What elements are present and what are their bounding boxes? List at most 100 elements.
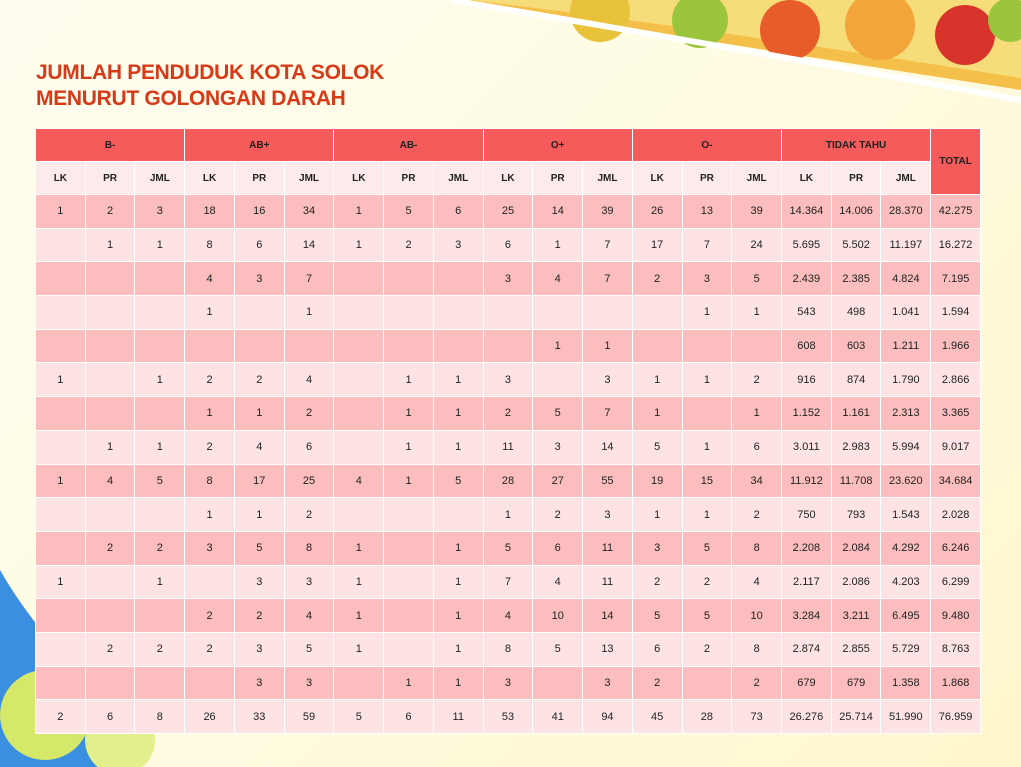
cell (383, 328, 434, 364)
cell: 750 (781, 497, 832, 532)
column-header: LK (184, 161, 235, 195)
cell: 6 (731, 429, 783, 465)
blood-type-table: B- AB+ AB- O+ O- TIDAK TAHU TOTAL LK PR JML LK PR JM… (34, 128, 981, 734)
cell (184, 564, 235, 600)
cell: 19 (631, 463, 683, 499)
cell (383, 598, 434, 633)
cell (383, 631, 434, 667)
cell: 7 (283, 261, 335, 297)
cell: 1 (333, 598, 385, 633)
cell: 2 (283, 497, 335, 532)
cell: 3 (532, 429, 584, 465)
cell (35, 429, 86, 465)
cell: 1 (731, 396, 783, 431)
cell: 7 (582, 227, 633, 263)
cell (432, 328, 484, 364)
column-header: PR (830, 161, 882, 195)
cell (84, 362, 136, 398)
cell: 6 (482, 227, 534, 263)
title-line: MENURUT GOLONGAN DARAH (36, 87, 346, 110)
cell: 2 (184, 362, 235, 398)
cell: 1 (35, 463, 86, 499)
cell: 17 (233, 463, 285, 499)
cell (333, 362, 385, 398)
cell (84, 497, 136, 532)
column-header: LK (482, 161, 534, 195)
cell (84, 396, 136, 431)
cell (432, 261, 484, 297)
cell: 2 (233, 362, 285, 398)
cell (333, 328, 385, 364)
cell: 2 (681, 564, 733, 600)
cell: 5 (432, 463, 484, 499)
cell (35, 261, 86, 297)
column-header: LK (333, 161, 385, 195)
cell: 8 (184, 463, 235, 499)
cell: 28 (482, 463, 534, 499)
cell: 16.272 (930, 227, 981, 263)
data-row: 2 2 3 5 8 1 1 5 6 11 3 5 8 2.208 2.084 4.292 6.246 (35, 530, 981, 566)
cell: 1 (383, 665, 434, 701)
cell: 7 (582, 396, 633, 431)
cell: 3 (134, 194, 186, 229)
cell: 1.041 (880, 295, 932, 330)
cell: 2.874 (781, 631, 832, 667)
cell: 6 (84, 699, 136, 734)
cell: 4 (184, 261, 235, 297)
cell: 1 (383, 463, 434, 499)
cell: 2 (731, 362, 783, 398)
cell: 42.275 (930, 194, 981, 229)
cell: 7 (582, 261, 633, 297)
cell (35, 530, 86, 566)
cell: 10 (731, 598, 783, 633)
cell (432, 295, 484, 330)
cell (84, 598, 136, 633)
cell: 5 (283, 631, 335, 667)
cell: 1 (383, 429, 434, 465)
cell: 1 (681, 429, 733, 465)
cell: 1 (84, 227, 136, 263)
group-header: B- (34, 128, 186, 162)
cell: 2 (184, 598, 235, 633)
cell: 3 (631, 530, 683, 566)
cell: 1 (333, 564, 385, 600)
cell: 5 (532, 631, 584, 667)
cell: 2.866 (930, 362, 981, 398)
cell: 1 (383, 396, 434, 431)
cell: 8 (184, 227, 235, 263)
data-row: 2 6 8 26 33 59 5 6 11 53 41 94 45 28 73 26.276 25.714 51.… (35, 699, 981, 734)
cell: 603 (830, 328, 882, 364)
data-row: 1 1 2 1 2 3 1 1 2 750 793 1.543 2.028 (35, 497, 981, 532)
group-header: O- (631, 128, 783, 162)
cell: 3 (233, 665, 285, 701)
cell: 1 (184, 295, 235, 330)
cell: 1 (35, 564, 86, 600)
cell: 5 (731, 261, 783, 297)
cell: 543 (781, 295, 832, 330)
cell: 2.983 (830, 429, 882, 465)
subheader-row: LK PR JML LK PR JML LK PR JML LK PR JML LK PR JML LK PR J… (35, 161, 981, 195)
cell: 916 (781, 362, 832, 398)
cell: 2 (84, 194, 136, 229)
cell: 2 (532, 497, 584, 532)
cell (333, 295, 385, 330)
cell: 2 (631, 564, 683, 600)
fruit (570, 0, 630, 42)
cell (681, 665, 733, 701)
cell (233, 328, 285, 364)
cell: 2 (84, 631, 136, 667)
cell: 5 (631, 429, 683, 465)
cell: 6 (283, 429, 335, 465)
cell: 8 (134, 699, 186, 734)
cell: 28.370 (880, 194, 932, 229)
cell: 1 (383, 362, 434, 398)
cell: 5 (631, 598, 683, 633)
cell: 59 (283, 699, 335, 734)
group-header: TIDAK TAHU (781, 128, 932, 162)
cell: 1 (432, 598, 484, 633)
cell (482, 328, 534, 364)
cell: 5 (681, 598, 733, 633)
cell: 1 (184, 396, 235, 431)
cell: 1 (134, 564, 186, 600)
cell: 2 (731, 665, 783, 701)
